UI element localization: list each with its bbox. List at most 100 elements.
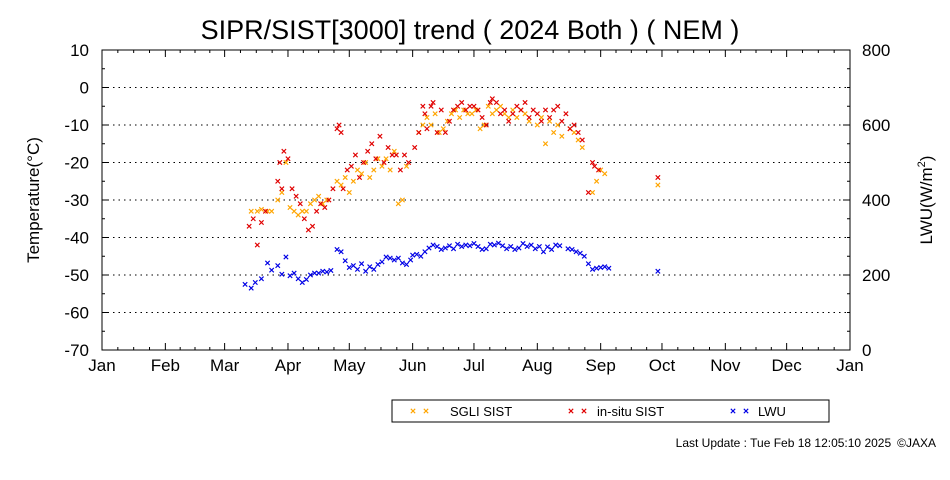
data-point [350, 178, 356, 184]
y-tick-label: -40 [64, 229, 89, 248]
data-point [483, 246, 489, 252]
data-point [655, 182, 661, 188]
data-point [311, 197, 318, 203]
legend-box [391, 399, 830, 423]
data-point [379, 259, 385, 265]
data-point [379, 163, 385, 169]
data-point [655, 268, 661, 274]
data-point [510, 111, 516, 117]
data-point [348, 163, 354, 169]
last-update-text: Last Update : Tue Feb 18 12:05:10 2025 [675, 436, 892, 450]
data-point [397, 167, 403, 173]
data-point [520, 240, 526, 247]
data-point [338, 129, 344, 136]
y-tick-label: -10 [64, 116, 89, 135]
data-point [440, 126, 446, 132]
data-point [438, 246, 444, 253]
x-tick-label: Jan [88, 356, 115, 375]
data-point [526, 118, 532, 124]
data-point [442, 129, 448, 136]
legend-marker [568, 408, 587, 414]
data-point [538, 118, 544, 124]
data-point [242, 281, 248, 287]
data-point [506, 118, 512, 124]
data-point [320, 268, 326, 274]
data-point [275, 263, 281, 269]
data-point [577, 250, 583, 256]
x-tick-label: Apr [275, 356, 302, 375]
y-tick-label: -60 [64, 304, 89, 323]
y2-tick-label: 200 [862, 266, 890, 285]
data-point [512, 246, 518, 253]
legend-items [410, 408, 749, 414]
data-point [383, 156, 389, 162]
data-point [363, 159, 369, 166]
data-point [546, 114, 553, 121]
x-tick-label: Jun [399, 356, 426, 375]
y-tick-label: -20 [64, 154, 89, 173]
data-point [575, 137, 581, 143]
data-point [571, 129, 577, 136]
data-point [420, 103, 426, 109]
y-tick-label: -50 [64, 266, 89, 285]
data-point [320, 201, 326, 207]
data-point [303, 208, 309, 214]
data-point [410, 252, 416, 258]
chart-title: SIPR/SIST[3000] trend ( 2024 Both ) ( NE… [201, 15, 740, 45]
data-point [254, 242, 260, 248]
legend-label-sgli-sist: SGLI SIST [450, 404, 512, 419]
data-point [438, 107, 444, 113]
right-axis-label-sup: 2 [916, 161, 928, 167]
data-point [424, 114, 430, 121]
data-point [606, 265, 612, 271]
data-point [262, 208, 269, 214]
data-point [246, 223, 252, 229]
data-point [252, 279, 258, 286]
data-point [367, 174, 373, 181]
data-point [281, 148, 287, 154]
data-point [289, 186, 295, 192]
data-point [455, 103, 461, 109]
y2-tick-label: 800 [862, 41, 890, 60]
data-point [479, 246, 485, 253]
data-point [568, 408, 574, 414]
data-point [495, 240, 502, 246]
data-point [346, 189, 352, 196]
data-point [479, 114, 485, 121]
x-tick-label: Dec [772, 356, 803, 375]
data-point [581, 408, 587, 414]
data-point [301, 216, 307, 222]
legend-label-lwu: LWU [758, 404, 786, 419]
data-point [551, 107, 557, 113]
data-point [559, 133, 565, 139]
data-point [391, 148, 397, 154]
data-point [546, 118, 553, 124]
data-point [575, 129, 581, 136]
data-point [544, 244, 551, 250]
data-point [434, 243, 440, 250]
data-point [499, 243, 506, 249]
data-points [242, 96, 661, 291]
data-point [459, 99, 465, 106]
data-point [358, 261, 365, 267]
data-point [299, 208, 305, 214]
data-point [551, 129, 557, 136]
data-point [471, 103, 477, 109]
data-point [279, 189, 285, 196]
data-point [346, 264, 352, 271]
data-point [403, 163, 410, 169]
data-point [287, 273, 293, 279]
data-point [426, 245, 432, 251]
data-point [334, 126, 340, 132]
data-point [518, 107, 524, 113]
data-point [730, 408, 736, 414]
data-point [350, 263, 356, 269]
data-point [250, 216, 256, 222]
data-point [473, 107, 479, 113]
data-point [354, 266, 361, 272]
left-axis-label: Temperature(°C) [24, 137, 43, 263]
data-point [277, 159, 283, 166]
left-axis-tick-labels: 10 0 -10 -20 -30 -40 -50 -60 -70 [64, 41, 89, 360]
data-point [530, 107, 536, 113]
